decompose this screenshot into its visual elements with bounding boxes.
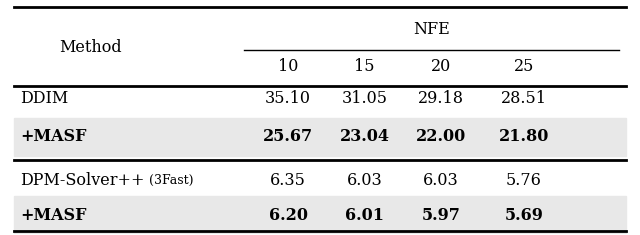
Bar (14, 118, 626, 156)
Text: 28.51: 28.51 (501, 90, 547, 107)
Text: 29.18: 29.18 (418, 90, 464, 107)
Text: 31.05: 31.05 (342, 90, 388, 107)
Text: DPM-Solver++: DPM-Solver++ (20, 172, 145, 189)
Text: 25: 25 (514, 58, 534, 75)
Text: 22.00: 22.00 (416, 128, 466, 145)
Text: 23.04: 23.04 (340, 128, 390, 145)
Text: 5.97: 5.97 (422, 207, 461, 223)
Text: DDIM: DDIM (20, 90, 68, 107)
Text: 6.03: 6.03 (347, 172, 383, 189)
Text: 6.01: 6.01 (345, 207, 384, 223)
Text: 6.35: 6.35 (270, 172, 306, 189)
Text: 6.20: 6.20 (269, 207, 308, 223)
Text: 15: 15 (355, 58, 375, 75)
Text: 35.10: 35.10 (265, 90, 311, 107)
Text: NFE: NFE (413, 21, 450, 38)
Text: (3Fast): (3Fast) (145, 174, 193, 187)
Text: 25.67: 25.67 (263, 128, 313, 145)
Text: +MASF: +MASF (20, 207, 87, 223)
Text: 10: 10 (278, 58, 298, 75)
Text: Method: Method (59, 39, 122, 56)
Text: 6.03: 6.03 (423, 172, 459, 189)
Bar (14, 196, 626, 235)
Text: 21.80: 21.80 (499, 128, 549, 145)
Text: +MASF: +MASF (20, 128, 87, 145)
Text: 5.76: 5.76 (506, 172, 542, 189)
Text: 20: 20 (431, 58, 451, 75)
Text: 5.69: 5.69 (504, 207, 543, 223)
